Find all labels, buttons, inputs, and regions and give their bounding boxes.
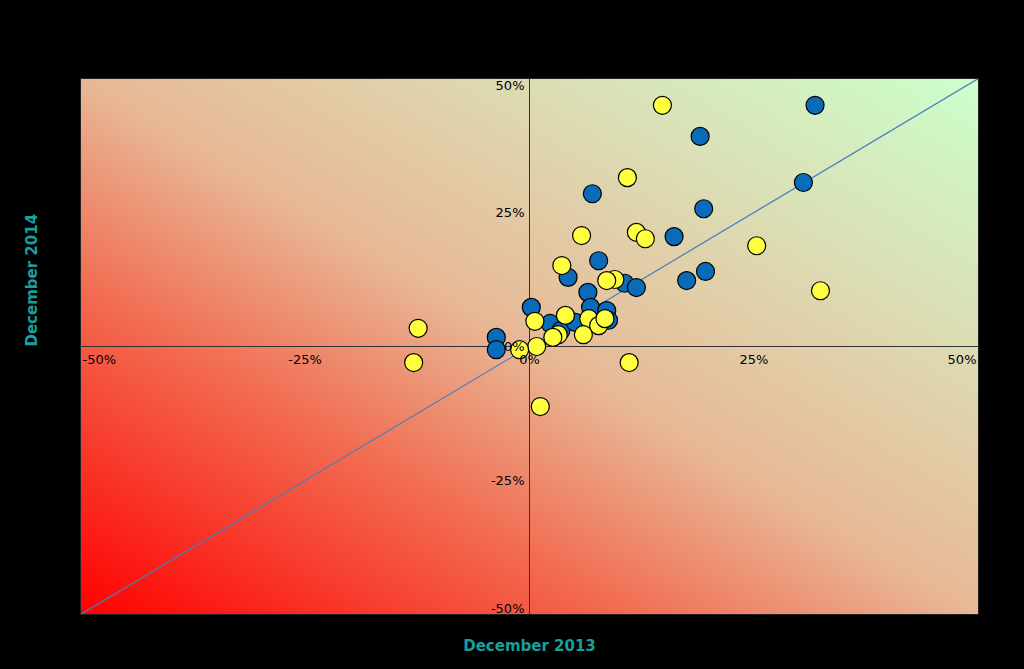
svg-text:-25%: -25% bbox=[288, 352, 322, 367]
svg-text:0%: 0% bbox=[504, 339, 525, 354]
svg-text:50%: 50% bbox=[948, 352, 977, 367]
svg-text:25%: 25% bbox=[740, 352, 769, 367]
svg-text:-50%: -50% bbox=[83, 352, 117, 367]
svg-text:50%: 50% bbox=[496, 78, 525, 93]
svg-text:December 2014: December 2014 bbox=[23, 214, 41, 347]
svg-text:December 2013: December 2013 bbox=[463, 637, 596, 655]
svg-text:25%: 25% bbox=[496, 205, 525, 220]
svg-text:-25%: -25% bbox=[491, 473, 525, 488]
svg-text:-50%: -50% bbox=[491, 601, 525, 616]
svg-text:0%: 0% bbox=[519, 352, 540, 367]
